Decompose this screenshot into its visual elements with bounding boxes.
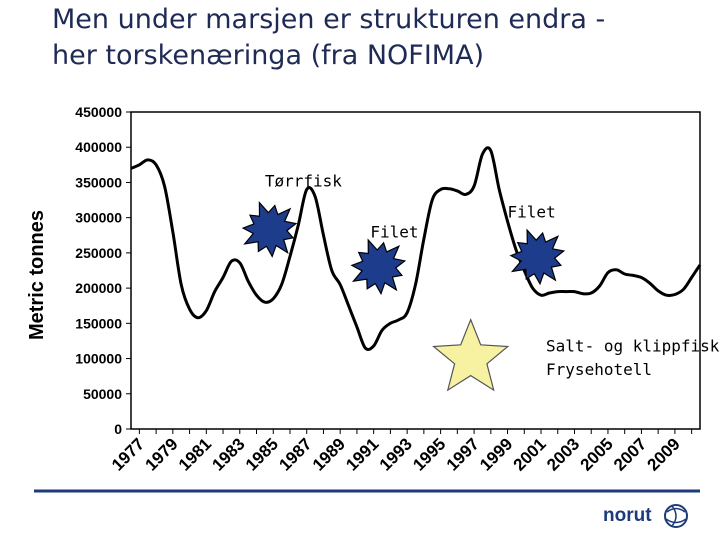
y-tick-label: 400000 [75, 139, 122, 155]
annotation-label: Tørrfisk [265, 172, 342, 191]
plot-frame [130, 111, 701, 430]
annotations-group: Tørrfisk Filet Filet Salt- og klippfisk Frys… [265, 172, 720, 379]
x-tick-label: 1993 [376, 434, 416, 474]
annotation-label: Salt- og klippfisk [546, 337, 720, 356]
y-tick-label: 200000 [75, 280, 122, 296]
x-tick-label: 1981 [175, 434, 215, 474]
burst-marker-icon [350, 238, 407, 296]
logo-globe-lines [665, 505, 687, 527]
x-tick-label: 1999 [476, 434, 516, 474]
x-tick-label: 2005 [577, 434, 617, 474]
slide-title: Men under marsjen er strukturen endra - … [52, 2, 712, 74]
x-tick-label: 1991 [342, 434, 382, 474]
y-tick-label: 250000 [75, 245, 122, 261]
star-marker-icon [432, 317, 510, 392]
chart-axes [130, 111, 701, 430]
logo-text: norut [603, 505, 652, 526]
y-axis-label: Metric tonnes [26, 210, 48, 340]
series-line [130, 146, 702, 352]
y-tick-label: 450000 [75, 104, 122, 120]
y-tick-label: 300000 [75, 210, 122, 226]
burst-marker-icon [241, 201, 298, 258]
title-line-1: Men under marsjen er strukturen endra - [52, 4, 606, 35]
norut-logo: norut [603, 504, 688, 528]
x-tick-label: 1989 [309, 434, 349, 474]
y-tick-label: 100000 [75, 351, 122, 367]
x-tick-label: 2009 [644, 434, 684, 474]
y-tick-label: 350000 [75, 174, 122, 190]
x-tick-label: 1997 [443, 434, 483, 474]
x-tick-label: 2003 [543, 434, 583, 474]
y-tick-label: 150000 [75, 315, 122, 331]
y-tick-label: 50000 [83, 386, 122, 402]
x-tick-label: 1985 [242, 434, 282, 474]
x-tick-label: 1977 [108, 434, 148, 474]
series-group [130, 146, 702, 352]
title-line-2: her torskenæringa (fra NOFIMA) [52, 40, 485, 71]
x-tick-label: 1983 [208, 434, 248, 474]
markers-group [241, 201, 566, 392]
annotation-label: Filet [370, 222, 418, 241]
x-tick-label: 1979 [141, 434, 181, 474]
x-tick-label: 1995 [409, 434, 449, 474]
annotation-label: Frysehotell [546, 360, 652, 379]
y-axis-ticks: 0 50000 100000 150000 200000 250000 300000 3500… [75, 104, 131, 437]
x-axis-ticks: 1977197919811983198519871989199119931995… [108, 429, 693, 475]
x-tick-label: 2007 [610, 434, 650, 474]
x-tick-label: 1987 [275, 434, 315, 474]
burst-marker-icon [509, 228, 566, 286]
annotation-label: Filet [508, 203, 556, 222]
y-tick-label: 0 [114, 421, 122, 437]
x-tick-label: 2001 [510, 434, 550, 474]
